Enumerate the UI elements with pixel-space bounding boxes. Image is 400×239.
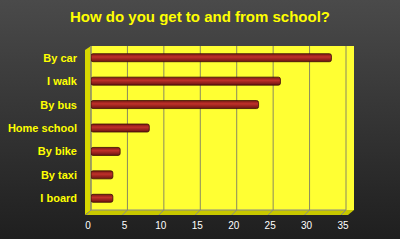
plot-area: [91, 46, 354, 210]
axis-line: [91, 210, 346, 211]
tick-mark: [268, 210, 273, 215]
tick-label: 30: [301, 220, 313, 231]
tick-mark: [122, 210, 127, 215]
category-label: By taxi: [41, 169, 77, 181]
category-label: I walk: [47, 75, 78, 87]
grid-line: [309, 46, 310, 210]
category-label: By bike: [38, 145, 77, 157]
tick-label: 10: [155, 220, 167, 231]
grid-line: [163, 46, 164, 210]
tick-label: 25: [265, 220, 277, 231]
tick-label: 15: [192, 220, 204, 231]
title: How do you get to and from school?: [70, 8, 330, 25]
side-wall: [85, 46, 91, 215]
category-label: I board: [40, 192, 77, 204]
bar: [91, 54, 331, 62]
bar: [91, 77, 280, 85]
grid-line: [273, 46, 274, 210]
category-label: Home school: [8, 122, 77, 134]
bar: [91, 101, 259, 109]
tick-mark: [195, 210, 200, 215]
tick-label: 20: [228, 220, 240, 231]
bar: [91, 194, 113, 202]
tick-label: 0: [85, 220, 91, 231]
tick-mark: [341, 210, 346, 215]
bar: [91, 171, 113, 179]
category-label: By bus: [40, 99, 77, 111]
bar: [91, 147, 120, 155]
tick-mark: [305, 210, 310, 215]
grid-line: [346, 46, 347, 210]
tick-mark: [159, 210, 164, 215]
grid-line: [236, 46, 237, 210]
background: [0, 0, 400, 239]
chart-root: 0 5 10 15 20 25 30 35 By car I walk By bus Home sch…: [0, 0, 400, 239]
category-label: By car: [43, 52, 77, 64]
grid-line: [200, 46, 201, 210]
tick-label: 5: [122, 220, 128, 231]
tick-mark: [86, 210, 91, 215]
bar: [91, 124, 149, 132]
tick-mark: [232, 210, 237, 215]
bars: [91, 54, 331, 203]
tick-label: 35: [337, 220, 349, 231]
floor: [85, 210, 354, 215]
